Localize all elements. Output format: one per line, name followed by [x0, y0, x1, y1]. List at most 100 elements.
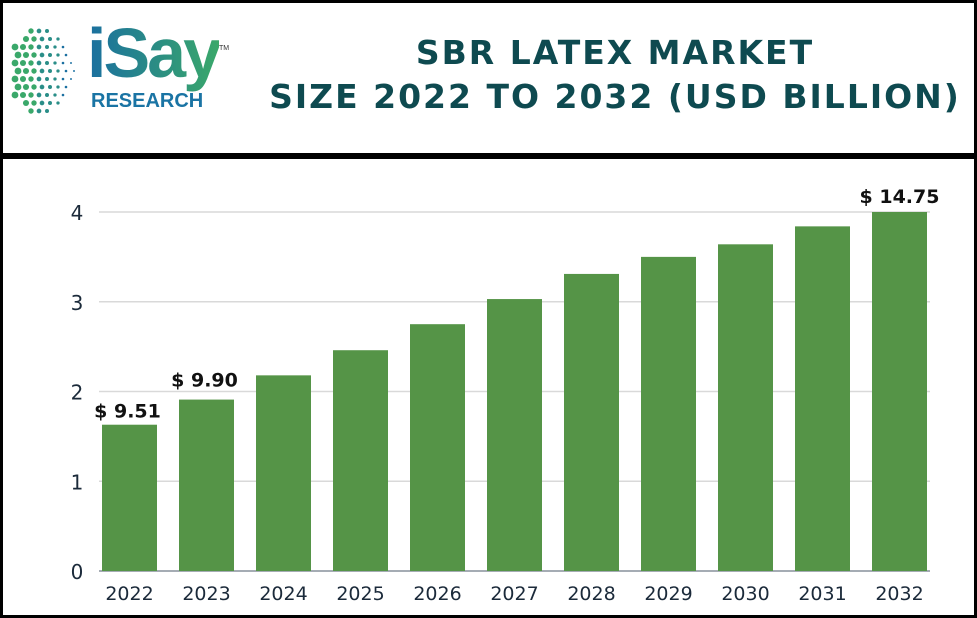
x-tick-label: 2030 — [721, 583, 769, 605]
x-tick-label: 2032 — [875, 583, 923, 605]
globe-dot — [45, 109, 49, 113]
bar-2028 — [564, 273, 619, 571]
x-tick-label: 2028 — [567, 583, 615, 605]
globe-dot — [53, 45, 57, 49]
x-tick-label: 2027 — [490, 583, 538, 605]
globe-dot — [56, 85, 60, 89]
x-tick-label: 2031 — [798, 583, 846, 605]
globe-dot — [36, 92, 42, 98]
globe-dot — [31, 68, 37, 74]
globe-dot — [36, 108, 42, 114]
globe-dot — [22, 67, 30, 75]
logo-word: iSay — [87, 14, 222, 92]
logo-tm: TM — [219, 45, 230, 52]
bar-2026 — [410, 324, 465, 571]
logo-subtitle: RESEARCH — [91, 90, 204, 112]
y-tick-label: 3 — [71, 291, 84, 315]
globe-dot — [61, 61, 65, 65]
globe-dot — [73, 70, 75, 72]
globe-dot — [56, 69, 60, 73]
globe-dot — [64, 69, 68, 73]
bar-2032 — [872, 212, 927, 571]
globe-dot — [39, 100, 45, 106]
globe-dot — [22, 99, 30, 107]
globe-dot — [31, 36, 37, 42]
globe-dot — [31, 52, 37, 58]
globe-dot — [11, 91, 19, 99]
globe-dot — [11, 43, 19, 51]
globe-dot — [53, 77, 57, 81]
x-tick-label: 2022 — [105, 583, 153, 605]
globe-dot — [39, 68, 45, 74]
globe-dot — [11, 75, 19, 83]
x-tick-label: 2024 — [259, 583, 307, 605]
data-label: $ 9.90 — [171, 370, 238, 392]
globe-dot — [56, 53, 60, 57]
globe-dot — [53, 93, 57, 97]
y-tick-label: 2 — [71, 381, 84, 405]
x-tick-label: 2023 — [182, 583, 230, 605]
globe-dot — [28, 92, 34, 98]
bar-2029 — [641, 256, 696, 571]
globe-dot — [56, 101, 60, 105]
globe-dots-icon — [11, 28, 75, 114]
bar-2030 — [718, 244, 773, 571]
data-label: $ 9.51 — [94, 401, 161, 423]
globe-dot — [28, 76, 34, 82]
data-label: $ 14.75 — [860, 186, 940, 208]
header: iSay RESEARCH TM SBR LATEX MARKET SIZE 2… — [3, 3, 974, 153]
globe-dot — [53, 61, 57, 65]
bar-2027 — [487, 299, 542, 571]
globe-dot — [61, 93, 65, 97]
chart-title: SBR LATEX MARKET SIZE 2022 TO 2032 (USD … — [265, 31, 965, 119]
globe-dot — [31, 84, 37, 90]
globe-dot — [22, 35, 30, 43]
globe-dot — [39, 36, 45, 42]
globe-dot — [19, 59, 27, 67]
globe-dot — [56, 37, 60, 41]
globe-dot — [39, 84, 45, 90]
globe-dot — [45, 77, 49, 81]
globe-dot — [19, 91, 27, 99]
globe-dot — [64, 85, 68, 89]
x-tick-label: 2025 — [336, 583, 384, 605]
bar-2031 — [795, 226, 850, 572]
globe-dot — [14, 51, 22, 59]
globe-dot — [36, 76, 42, 82]
bar-2023 — [179, 399, 234, 571]
y-tick-label: 1 — [71, 470, 84, 494]
globe-dot — [48, 85, 52, 89]
globe-dot — [70, 62, 72, 64]
globe-dot — [70, 78, 72, 80]
y-tick-label: 4 — [71, 201, 84, 225]
globe-dot — [36, 44, 42, 50]
globe-dot — [45, 29, 49, 33]
x-tick-label: 2029 — [644, 583, 692, 605]
globe-dot — [28, 44, 34, 50]
bar-chart: 0 1 2 3 4 2022 $ 9.51 2023 $ 9.90 2024 2025 2026 202… — [71, 186, 940, 605]
globe-dot — [14, 83, 22, 91]
globe-dot — [48, 101, 52, 105]
globe-dot — [48, 69, 52, 73]
globe-dot — [39, 52, 45, 58]
globe-dot — [61, 77, 65, 81]
globe-dot — [22, 83, 30, 91]
y-tick-label: 0 — [71, 560, 84, 584]
isay-research-logo: iSay RESEARCH TM — [9, 14, 239, 118]
bar-2024 — [256, 375, 311, 571]
globe-dot — [45, 61, 49, 65]
globe-dot — [28, 28, 34, 34]
globe-dot — [48, 37, 52, 41]
globe-dot — [36, 60, 42, 66]
globe-dot — [31, 100, 37, 106]
bar-2022 — [102, 424, 157, 571]
globe-dot — [36, 28, 42, 34]
globe-dot — [11, 59, 19, 67]
x-tick-label: 2026 — [413, 583, 461, 605]
globe-dot — [64, 53, 68, 57]
title-line-2: SIZE 2022 TO 2032 (USD BILLION) — [269, 77, 961, 116]
globe-dot — [22, 51, 30, 59]
title-line-1: SBR LATEX MARKET — [415, 33, 815, 72]
globe-dot — [19, 43, 27, 51]
globe-dot — [45, 93, 49, 97]
